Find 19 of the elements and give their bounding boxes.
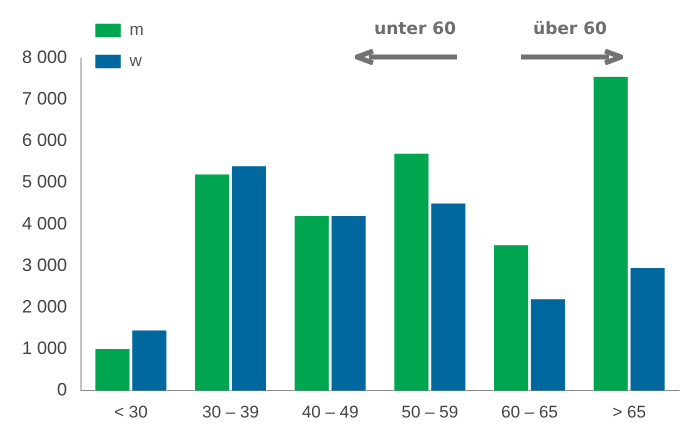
legend-label: w: [128, 51, 143, 70]
text: über 60: [533, 19, 608, 39]
y-tick-label: 8 000: [22, 46, 68, 67]
x-tick-label: < 30: [114, 402, 148, 422]
y-tick-label: 7 000: [22, 88, 68, 109]
y-tick-label: 6 000: [22, 130, 68, 150]
x-tick-label: 30 – 39: [202, 402, 259, 422]
legend-label: m: [130, 20, 144, 40]
y-tick-label: 4 000: [22, 213, 68, 234]
y-tick-label: 5 000: [22, 172, 68, 192]
text: unter 60: [374, 19, 456, 39]
y-tick-label: 3 000: [22, 254, 68, 275]
x-tick-label: 60 – 65: [501, 402, 558, 422]
x-tick-label: > 65: [612, 402, 646, 422]
x-tick-label: 50 – 59: [401, 402, 458, 422]
y-tick-label: 1 000: [22, 338, 68, 358]
y-tick-label: 0: [57, 380, 68, 400]
x-tick-label: 40 – 49: [302, 402, 359, 422]
y-tick-label: 2 000: [22, 296, 68, 316]
